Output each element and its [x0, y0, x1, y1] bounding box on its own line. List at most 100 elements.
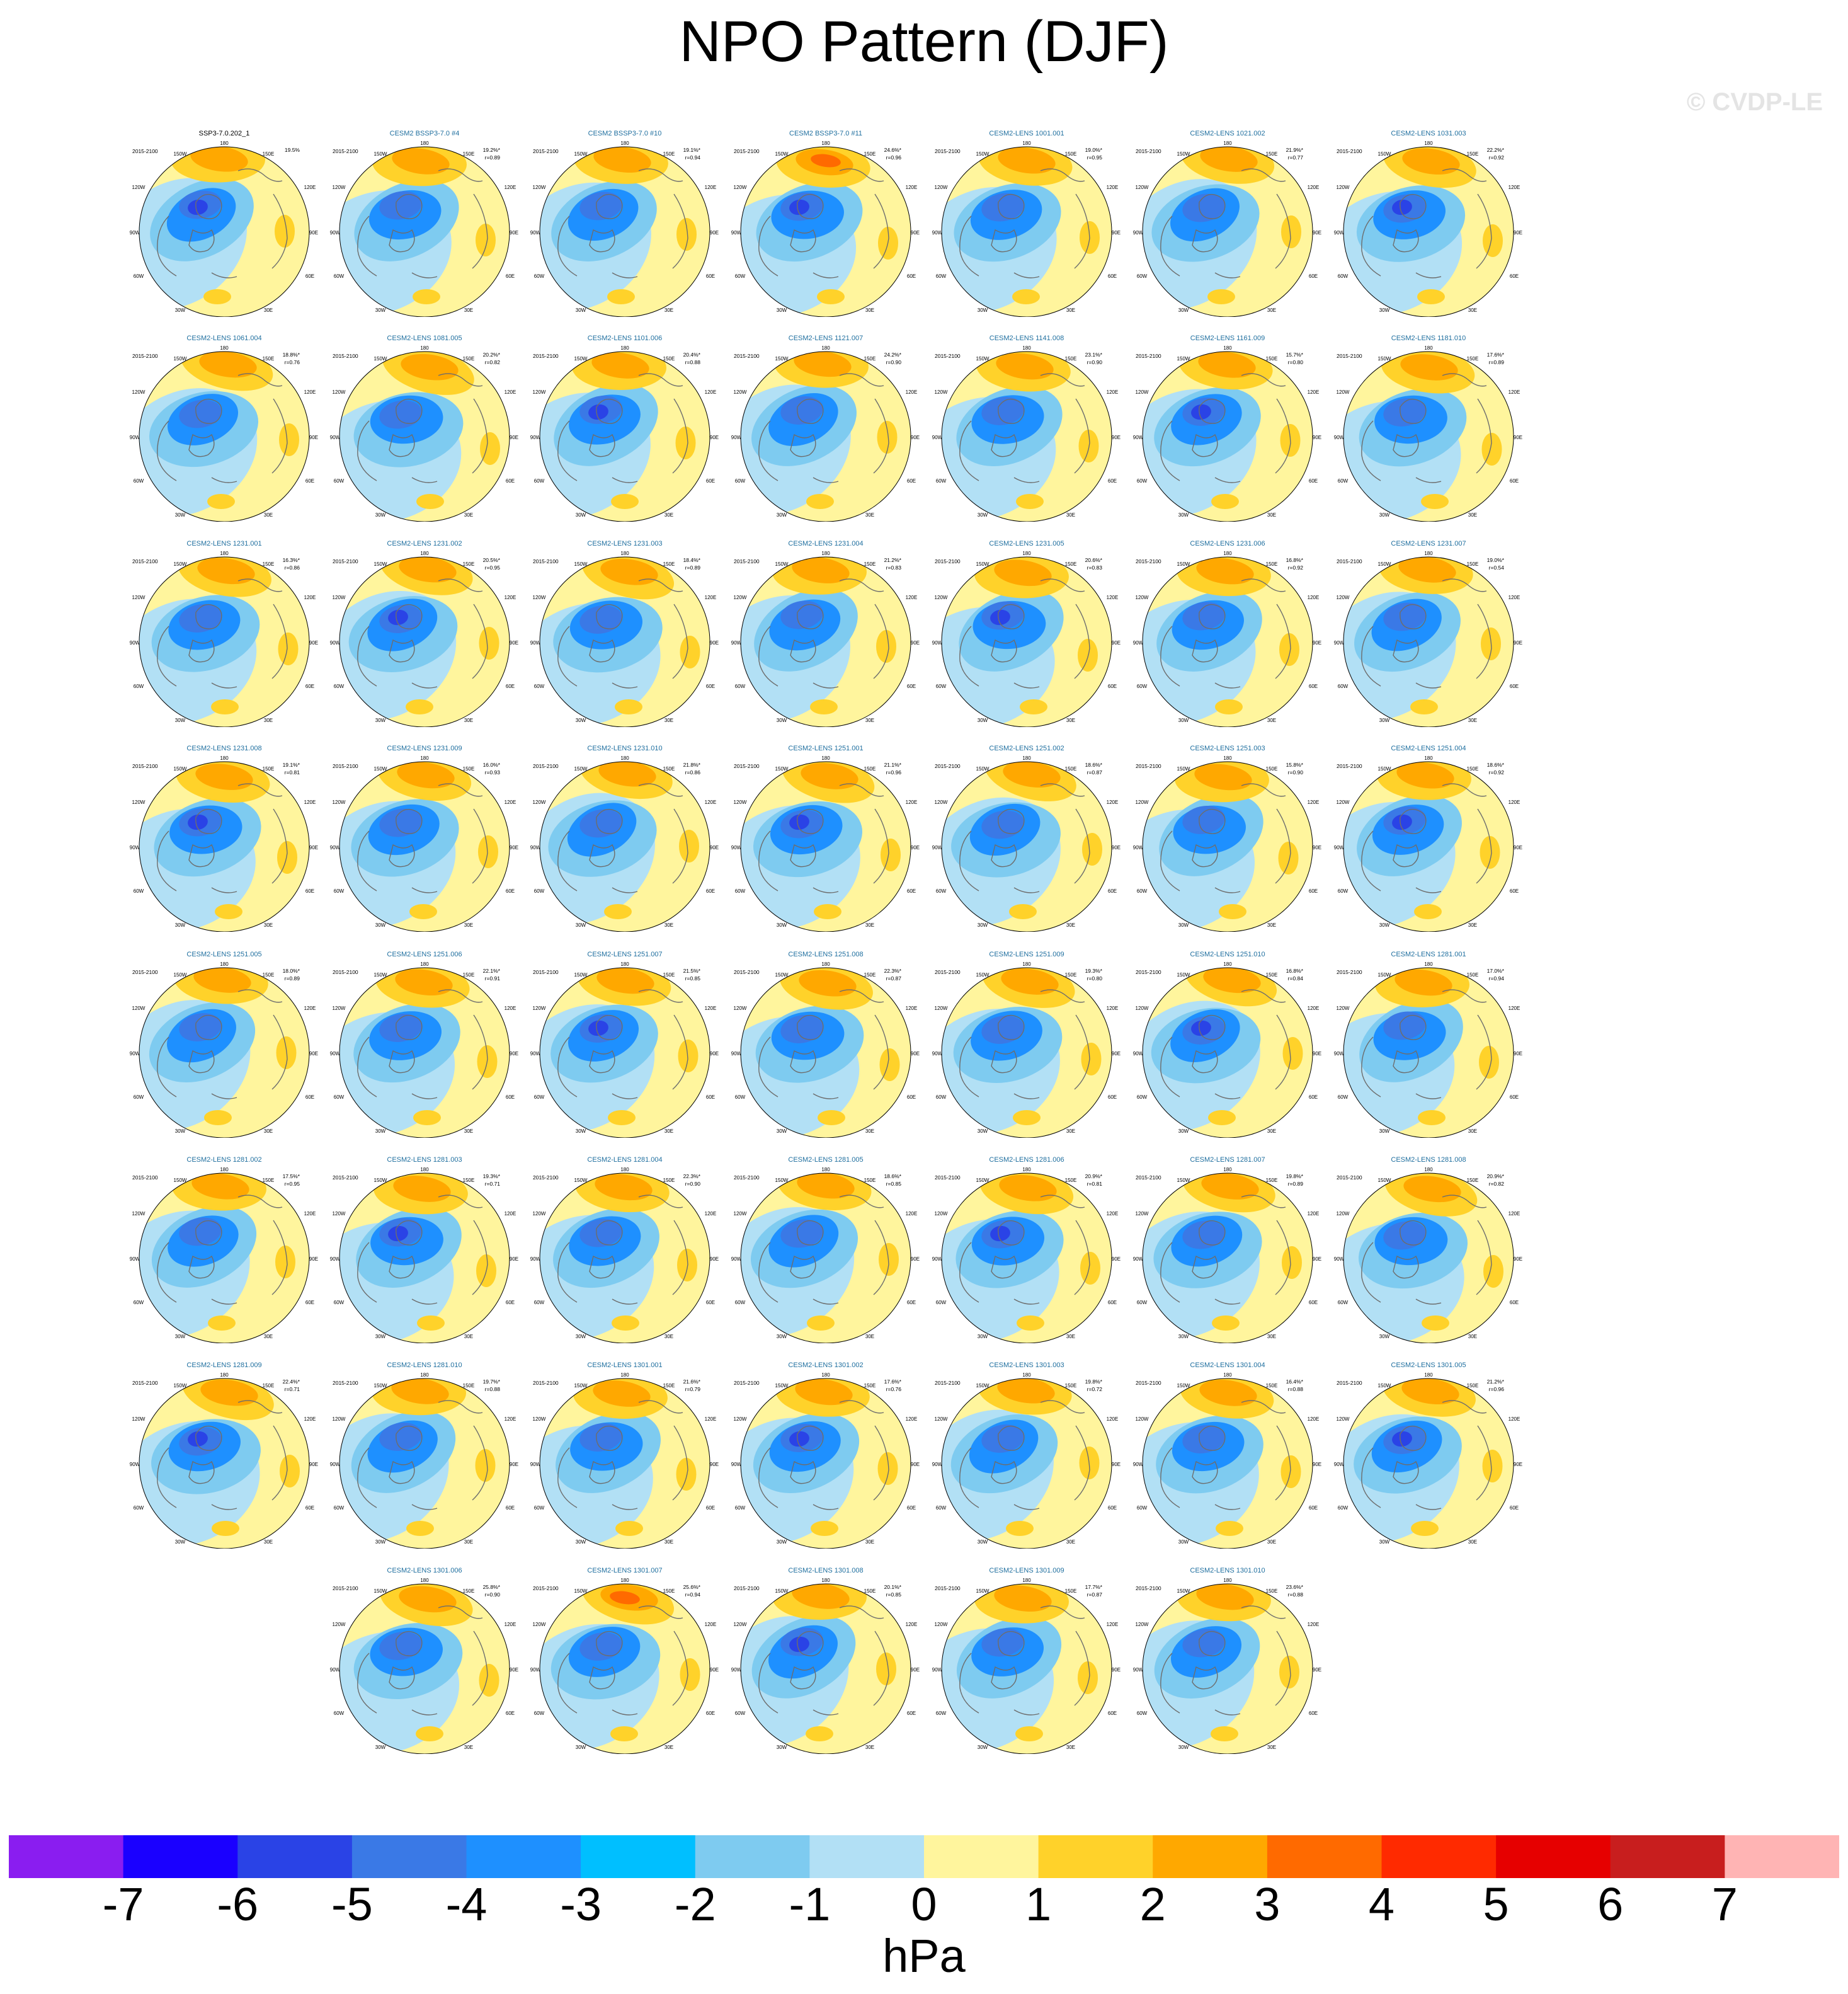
map-boundary	[941, 761, 1112, 932]
lon-label: 30E	[664, 1334, 673, 1339]
panel-correlation: r=0.83	[1087, 564, 1103, 571]
map-panel: CESM2-LENS 1231.003 2015-2100 18.4%* r=0.89…	[530, 538, 719, 727]
positive-lobe-core	[794, 352, 852, 377]
panel-correlation: r=0.82	[485, 359, 501, 365]
panel-period: 2015-2100	[734, 1380, 760, 1386]
lon-label: 120W	[1337, 389, 1350, 395]
map-boundary	[740, 967, 911, 1138]
lon-label: 150W	[775, 151, 789, 157]
lon-label: 90E	[309, 640, 318, 646]
lon-label: 120E	[1107, 1416, 1119, 1422]
negative-lobe-peak	[188, 814, 208, 830]
lon-label: 60W	[334, 1300, 345, 1305]
lon-label: 90E	[1514, 435, 1522, 440]
positive-anomaly-east	[876, 630, 896, 663]
positive-anomaly-south	[406, 1521, 434, 1536]
positive-anomaly-south	[416, 1726, 443, 1741]
lon-label: 60W	[1338, 1094, 1349, 1100]
lon-label: 90W	[530, 1462, 541, 1467]
lon-label: 120E	[1308, 1006, 1320, 1011]
lon-label: 120E	[505, 389, 516, 395]
lon-label: 120E	[705, 595, 717, 600]
negative-lobe-center	[579, 809, 622, 838]
lon-label: 150E	[864, 1177, 876, 1183]
lon-label: 180	[821, 140, 830, 146]
lon-label: 150E	[1467, 1177, 1479, 1183]
positive-lobe-core	[200, 1379, 258, 1406]
map-field	[1143, 762, 1313, 932]
lon-label: 120E	[505, 1006, 516, 1011]
map-boundary	[539, 351, 710, 522]
positive-anomaly-south	[416, 494, 444, 509]
lon-label: 60W	[1338, 684, 1349, 689]
lon-label: 120E	[304, 1006, 316, 1011]
lon-label: 30W	[576, 1745, 586, 1750]
panel-period: 2015-2100	[734, 1174, 760, 1181]
map-panel: CESM2-LENS 1251.007 2015-2100 21.5%* r=0.85…	[530, 949, 719, 1138]
lon-label: 150E	[864, 1588, 876, 1594]
lon-label: 90E	[1112, 845, 1121, 851]
lon-label: 120E	[705, 1211, 717, 1217]
lon-label: 120E	[705, 389, 717, 395]
negative-lobe-center	[981, 1424, 1024, 1453]
positive-lobe-core	[994, 559, 1052, 587]
coastline	[1160, 1400, 1291, 1510]
positive-lobe-core	[997, 1378, 1055, 1404]
negative-lobe-center	[981, 810, 1024, 839]
lon-label: 90W	[330, 1667, 341, 1673]
lon-label: 150E	[663, 1177, 675, 1183]
coastline	[959, 989, 1090, 1099]
lon-label: 150W	[174, 1383, 187, 1389]
panel-correlation: r=0.72	[1087, 1386, 1103, 1392]
positive-anomaly-east	[280, 1455, 300, 1487]
map-panel: CESM2-LENS 1301.006 2015-2100 25.8%* r=0.90…	[330, 1565, 519, 1754]
panel-title: CESM2-LENS 1301.007	[587, 1567, 662, 1574]
positive-anomaly-east	[1279, 1656, 1299, 1688]
coastline	[1361, 783, 1492, 893]
lon-label: 30W	[1178, 1334, 1189, 1339]
lon-label: 150E	[663, 766, 675, 772]
panel-title: CESM2 BSSP3-7.0 #10	[588, 130, 662, 137]
panel-correlation: r=0.82	[1489, 1181, 1505, 1187]
lon-label: 150W	[574, 1588, 588, 1594]
lon-label: 30W	[576, 922, 586, 928]
positive-anomaly-south	[406, 699, 433, 714]
map-boundary	[339, 351, 510, 522]
lon-label: 120W	[333, 185, 346, 190]
map-panel: CESM2-LENS 1251.010 2015-2100 16.8%* r=0.84…	[1133, 949, 1322, 1138]
panel-period: 2015-2100	[333, 1585, 358, 1591]
lon-label: 60W	[534, 1094, 545, 1100]
panel-title: CESM2-LENS 1251.003	[1190, 745, 1265, 752]
lon-label: 180	[821, 755, 830, 761]
lon-label: 150E	[864, 972, 876, 978]
lon-label: 60W	[134, 684, 144, 689]
panel-title: CESM2-LENS 1141.008	[990, 335, 1064, 342]
lon-label: 120E	[1308, 595, 1320, 600]
negative-lobe-center	[579, 1218, 622, 1247]
positive-anomaly-south	[1006, 1521, 1034, 1536]
lon-label: 120W	[734, 1622, 747, 1627]
lon-label: 30W	[375, 512, 386, 518]
coastline	[758, 1400, 889, 1510]
lon-label: 90E	[309, 1256, 318, 1262]
lon-label: 180	[420, 1167, 429, 1172]
map-boundary	[539, 967, 710, 1138]
lon-label: 120W	[935, 1006, 948, 1011]
panel-period: 2015-2100	[533, 558, 559, 564]
map-field	[139, 968, 309, 1138]
panel-title: CESM2-LENS 1231.003	[587, 540, 662, 547]
lon-label: 90E	[710, 845, 719, 851]
lon-label: 120W	[533, 1416, 546, 1422]
lon-label: 60W	[534, 888, 545, 894]
lon-label: 120W	[935, 389, 948, 395]
lon-label: 150W	[1378, 151, 1391, 157]
map-field	[1143, 1584, 1313, 1754]
lon-label: 180	[821, 1578, 830, 1583]
lon-label: 180	[1022, 755, 1031, 761]
lon-label: 30W	[576, 512, 586, 518]
lon-label: 60E	[1309, 1710, 1318, 1716]
lon-label: 150E	[263, 1177, 275, 1183]
lon-label: 90E	[1313, 640, 1321, 646]
coastline	[1160, 1605, 1291, 1716]
lon-label: 60W	[534, 1710, 545, 1716]
